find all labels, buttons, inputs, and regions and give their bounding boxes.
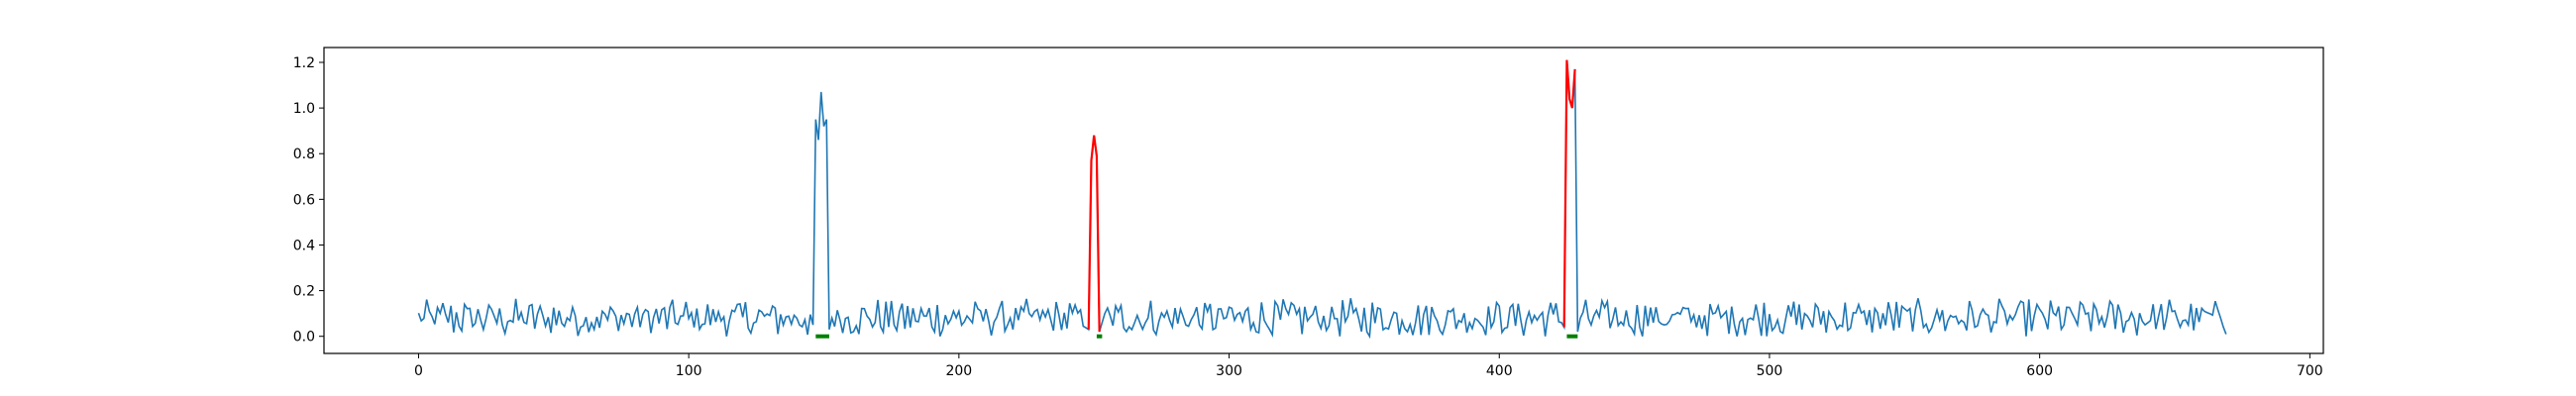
x-tick-label: 200 <box>945 363 972 379</box>
anomaly-segment-2 <box>1087 135 1101 333</box>
y-axis: 0.0 0.2 0.4 0.6 0.8 1.0 1.2 <box>293 55 324 346</box>
y-tick-label: 0.6 <box>293 192 315 208</box>
x-tick-label: 0 <box>414 363 423 379</box>
x-tick-label: 300 <box>1216 363 1242 379</box>
y-tick-label: 1.2 <box>293 55 315 71</box>
x-tick-label: 500 <box>1757 363 1783 379</box>
plot-content <box>417 59 2227 340</box>
y-tick-label: 0.2 <box>293 284 315 300</box>
series-line <box>417 59 2227 340</box>
x-tick-label: 400 <box>1486 363 1513 379</box>
x-tick-label: 700 <box>2297 363 2323 379</box>
x-axis: 0 100 200 300 400 500 600 700 <box>414 353 2323 379</box>
y-tick-label: 0.0 <box>293 330 315 346</box>
y-tick-label: 0.8 <box>293 147 315 162</box>
y-tick-label: 1.0 <box>293 101 315 117</box>
anomaly-segment-3 <box>1562 59 1576 328</box>
x-tick-label: 100 <box>676 363 702 379</box>
x-tick-label: 600 <box>2026 363 2053 379</box>
y-tick-label: 0.4 <box>293 238 315 253</box>
plot-area-frame <box>323 47 2324 354</box>
